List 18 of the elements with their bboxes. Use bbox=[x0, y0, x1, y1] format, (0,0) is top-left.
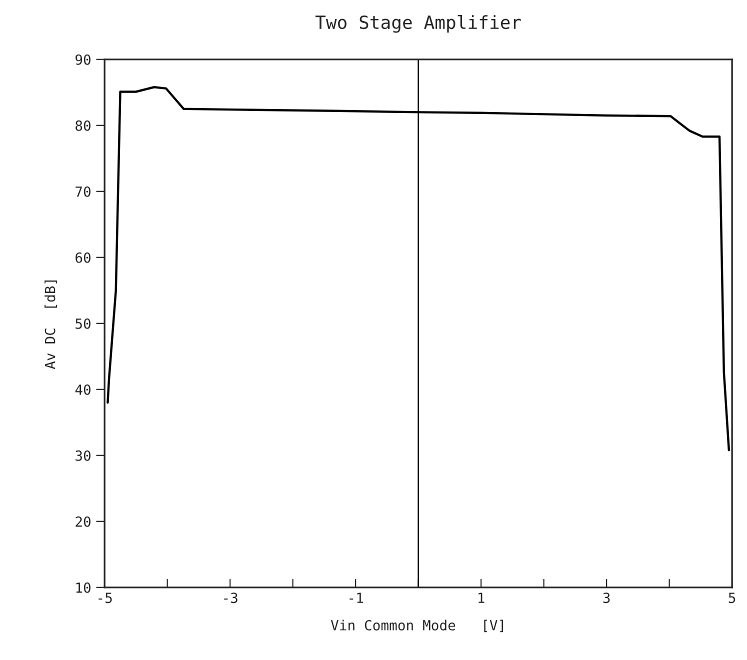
y-axis-title: Av DC [dB] bbox=[44, 280, 57, 370]
y-tick-label: 60 bbox=[76, 252, 90, 263]
y-tick-label: 80 bbox=[76, 120, 90, 131]
y-tick-label: 50 bbox=[76, 318, 90, 329]
x-tick-label: -1 bbox=[350, 592, 363, 603]
y-tick-label: 40 bbox=[75, 384, 90, 395]
x-tick-label: 5 bbox=[728, 592, 736, 604]
x-axis-title: Vin Common Mode [V] bbox=[330, 620, 503, 632]
x-tick-label: 3 bbox=[603, 592, 610, 604]
y-tick-label: 70 bbox=[76, 186, 90, 197]
x-tick-label: -5 bbox=[98, 592, 112, 604]
y-tick-label: 90 bbox=[76, 54, 90, 65]
x-tick-label: -3 bbox=[224, 592, 238, 604]
y-tick-label: 20 bbox=[76, 516, 90, 527]
y-tick-label: 10 bbox=[76, 582, 90, 593]
chart-title: Two Stage Amplifier bbox=[315, 15, 521, 33]
y-tick-label: 30 bbox=[76, 450, 90, 461]
x-tick-label: 1 bbox=[478, 592, 484, 603]
